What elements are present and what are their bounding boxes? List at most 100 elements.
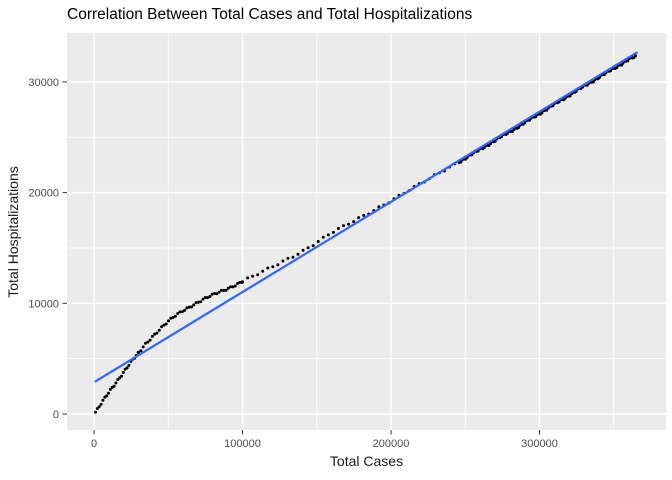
data-point — [125, 366, 129, 370]
data-point — [120, 374, 123, 378]
data-point — [107, 391, 110, 395]
data-point — [160, 325, 164, 329]
data-point — [219, 288, 223, 292]
data-point — [150, 334, 154, 338]
x-tick-labels: 0 100000 200000 300000 — [91, 438, 558, 450]
data-point — [545, 108, 549, 112]
data-point — [271, 265, 275, 269]
data-point — [238, 280, 242, 284]
data-point — [213, 292, 216, 295]
data-point — [155, 331, 159, 335]
data-point — [261, 269, 265, 273]
data-point — [144, 341, 147, 345]
data-point — [187, 305, 191, 309]
data-point — [105, 394, 109, 398]
x-tick-label: 200000 — [373, 438, 410, 450]
data-point — [352, 220, 356, 224]
y-axis-title: Total Hospitalizations — [5, 165, 22, 298]
data-point — [459, 160, 463, 164]
data-point — [493, 139, 497, 143]
data-point — [180, 310, 184, 314]
data-point — [183, 308, 187, 312]
y-axis-title-box: Total Hospitalizations — [2, 33, 24, 430]
data-point — [176, 312, 180, 315]
regression-line — [94, 51, 638, 383]
data-point — [296, 252, 300, 256]
data-point — [121, 371, 125, 374]
data-point — [162, 323, 166, 327]
x-axis-title: Total Cases — [329, 453, 404, 469]
data-point — [196, 300, 200, 304]
y-tick-labels: 0 10000 20000 30000 — [28, 77, 59, 421]
data-point — [141, 345, 145, 349]
data-point — [169, 316, 173, 320]
data-point — [256, 273, 260, 277]
data-point — [101, 398, 105, 402]
data-point — [94, 410, 97, 414]
x-tick-label: 300000 — [521, 438, 558, 450]
data-point — [276, 263, 280, 267]
data-point — [167, 319, 170, 323]
data-point — [108, 387, 112, 391]
data-point — [286, 256, 290, 260]
data-point — [342, 224, 345, 228]
data-point — [178, 310, 182, 314]
data-point — [185, 306, 189, 310]
data-point — [99, 402, 103, 406]
data-point — [224, 288, 228, 292]
data-point — [482, 146, 486, 150]
data-point — [208, 295, 212, 298]
data-point — [153, 332, 157, 336]
data-point — [139, 349, 143, 353]
tick-marks — [62, 81, 540, 435]
data-point — [222, 288, 226, 292]
data-point — [210, 292, 214, 296]
data-point — [173, 314, 177, 318]
data-point — [127, 363, 131, 367]
y-tick-label: 30000 — [28, 77, 59, 89]
chart-title: Correlation Between Total Cases and Tota… — [67, 6, 473, 23]
data-point — [97, 405, 101, 409]
data-point — [301, 248, 305, 252]
data-point — [266, 266, 270, 270]
data-point — [229, 285, 233, 289]
y-tick-label: 20000 — [28, 188, 59, 200]
y-tick-label: 0 — [53, 409, 59, 421]
data-point — [362, 213, 366, 217]
data-point — [171, 316, 175, 319]
data-point — [326, 233, 330, 237]
y-tick-label: 10000 — [28, 298, 59, 310]
data-point — [615, 66, 619, 69]
data-point — [316, 240, 320, 243]
data-point — [281, 259, 285, 263]
data-point — [347, 222, 350, 226]
data-point — [201, 297, 205, 301]
data-point — [517, 126, 521, 129]
minor-gridlines — [67, 33, 666, 430]
data-point — [157, 328, 161, 332]
data-point — [203, 296, 207, 299]
data-point — [626, 59, 630, 63]
data-point — [246, 276, 250, 280]
data-point — [192, 303, 196, 307]
data-point — [148, 338, 152, 342]
data-point — [336, 227, 340, 230]
data-point — [591, 80, 595, 84]
data-point — [634, 54, 637, 58]
data-point — [164, 322, 168, 326]
data-point — [233, 284, 237, 288]
data-point — [357, 216, 361, 220]
data-point — [146, 340, 150, 344]
data-point — [306, 246, 310, 250]
data-point — [190, 305, 193, 309]
data-point — [241, 280, 244, 284]
data-point — [114, 381, 118, 385]
x-tick-label: 100000 — [224, 438, 261, 450]
data-point — [568, 94, 572, 98]
data-point — [510, 130, 514, 134]
data-point — [331, 230, 335, 234]
data-point — [231, 285, 235, 289]
x-tick-label: 0 — [91, 438, 97, 450]
